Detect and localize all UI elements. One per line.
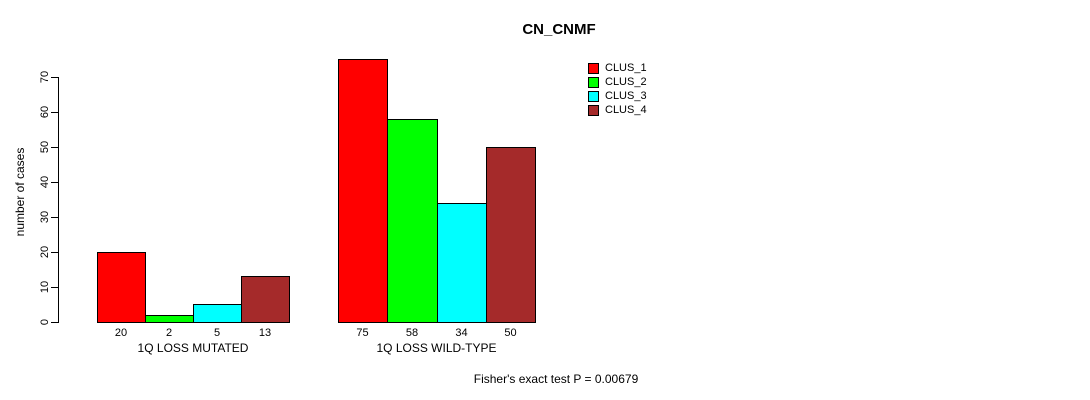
bar-clus_3-group1: [193, 304, 242, 323]
bar-value-label: 58: [405, 327, 419, 339]
bar-clus_1-group2: [338, 59, 388, 323]
y-axis-tick: [51, 77, 58, 78]
bar-value-label: 34: [455, 327, 468, 339]
y-axis-tick-label: 60: [39, 105, 51, 119]
bar-value-label: 2: [165, 327, 173, 339]
legend-swatch-clus_1: [588, 63, 599, 74]
y-axis-tick-label: 30: [39, 210, 51, 224]
legend-item: CLUS_1: [588, 63, 647, 74]
legend-swatch-clus_4: [588, 105, 599, 116]
bar-value-label: 75: [356, 327, 369, 339]
y-axis-tick: [51, 112, 58, 113]
y-axis-tick-label: 40: [39, 175, 51, 189]
bar-clus_3-group2: [437, 203, 487, 323]
legend-item: CLUS_4: [588, 105, 647, 116]
legend-label: CLUS_2: [605, 76, 647, 88]
y-axis-tick-label: 70: [39, 70, 51, 84]
y-axis-label: number of cases: [13, 147, 27, 237]
bar-clus_1-group1: [97, 252, 146, 323]
y-axis-tick-label: 10: [39, 280, 51, 294]
bar-clus_2-group1: [145, 315, 194, 323]
y-axis-tick: [51, 287, 58, 288]
y-axis-tick: [51, 252, 58, 253]
legend: CLUS_1 CLUS_2 CLUS_3 CLUS_4: [588, 63, 647, 116]
bar-clus_4-group1: [241, 276, 290, 323]
y-axis-tick-label: 20: [39, 245, 51, 259]
bar-value-label: 20: [114, 327, 128, 339]
y-axis-tick-label: 50: [39, 140, 51, 154]
y-axis-line: [58, 77, 59, 323]
y-axis-tick: [51, 322, 58, 323]
y-axis-tick: [51, 147, 58, 148]
bar-clus_4-group2: [486, 147, 536, 323]
group-label: 1Q LOSS WILD-TYPE: [376, 341, 497, 355]
bar-value-label: 50: [504, 327, 517, 339]
legend-label: CLUS_1: [605, 62, 647, 74]
y-axis-tick: [51, 217, 58, 218]
group-label: 1Q LOSS MUTATED: [137, 341, 249, 355]
legend-label: CLUS_3: [605, 90, 647, 102]
legend-swatch-clus_3: [588, 91, 599, 102]
legend-label: CLUS_4: [605, 104, 647, 116]
legend-swatch-clus_2: [588, 77, 599, 88]
y-axis-tick-label: 0: [39, 318, 51, 326]
chart-title: CN_CNMF: [522, 21, 596, 38]
legend-item: CLUS_3: [588, 91, 647, 102]
bar-clus_2-group2: [387, 119, 438, 323]
fisher-test-annotation: Fisher's exact test P = 0.00679: [473, 372, 639, 386]
bar-value-label: 13: [258, 327, 272, 339]
legend-item: CLUS_2: [588, 77, 647, 88]
bar-value-label: 5: [213, 327, 221, 339]
y-axis-tick: [51, 182, 58, 183]
